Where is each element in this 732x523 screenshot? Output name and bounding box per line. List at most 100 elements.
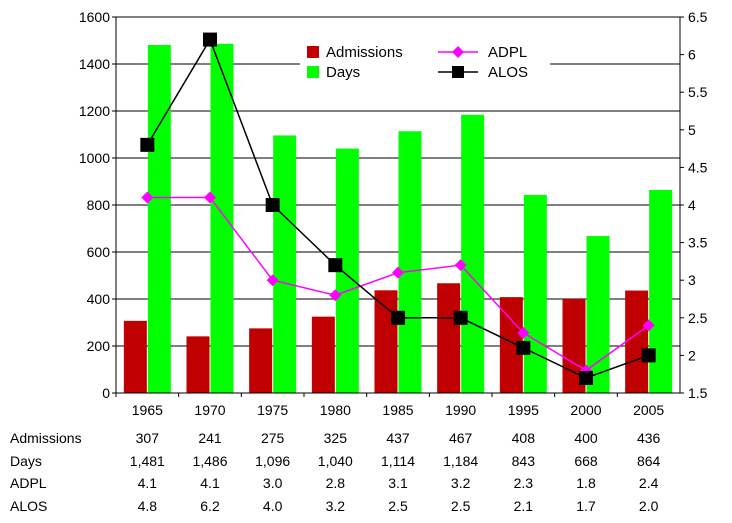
bar-days	[273, 135, 297, 393]
left-tick-label: 0	[102, 385, 110, 401]
table-row-label: ADPL	[10, 475, 47, 491]
table-cell: 6.2	[200, 498, 220, 514]
point-alos	[265, 198, 280, 212]
bar-admissions	[186, 336, 210, 393]
table-cell: 1,096	[255, 453, 291, 469]
right-tick-label: 2.5	[688, 310, 708, 326]
left-tick-label: 1000	[79, 150, 110, 166]
x-tick-label: 1980	[320, 402, 351, 418]
point-adpl	[266, 274, 279, 287]
right-tick-label: 3	[688, 272, 696, 288]
chart: 0 200 400 600 800 1000 1200 1400 1600 1.5 2 2.5 3 3.5…	[79, 9, 708, 418]
left-tick-label: 1600	[79, 9, 110, 25]
table-row-label: Admissions	[10, 430, 82, 446]
point-adpl	[329, 289, 342, 302]
table-cell: 408	[511, 430, 535, 446]
legend-label-days: Days	[326, 64, 360, 81]
right-tick-label: 6.5	[688, 9, 708, 25]
legend-marker-adpl	[452, 46, 464, 58]
legend-box	[300, 40, 550, 92]
point-alos	[203, 32, 217, 47]
left-tick-label: 200	[87, 338, 111, 354]
table-cell: 1,114	[381, 453, 415, 469]
bar-admissions	[625, 290, 649, 393]
table-cell: 3.2	[450, 475, 471, 491]
bars	[123, 43, 673, 394]
table-cell: 325	[323, 430, 347, 446]
table-cell: 864	[636, 453, 661, 469]
legend-label-adpl: ADPL	[488, 44, 527, 61]
right-tick-label: 3.5	[688, 235, 708, 251]
table-row: Admissions 307 241 275 325 437 467 408 400 436	[0, 430, 732, 450]
bar-days	[147, 44, 171, 394]
x-tick-label: 2005	[633, 402, 664, 418]
bar-days	[461, 114, 485, 393]
gridlines	[116, 16, 680, 394]
table-cell: 2.5	[450, 498, 471, 514]
left-tick-label: 800	[87, 197, 111, 213]
point-adpl	[141, 191, 154, 204]
table-cell: 437	[386, 430, 410, 446]
left-tick-label: 600	[87, 244, 111, 260]
table-cell: 1,486	[192, 453, 228, 469]
left-tick-label: 1400	[79, 56, 110, 72]
x-tick-label: 2000	[570, 402, 601, 418]
table-cell: 307	[135, 430, 159, 446]
table-cell: 4.8	[137, 498, 158, 514]
bar-days	[586, 236, 610, 393]
point-alos	[516, 340, 531, 355]
table-cell: 2.4	[638, 475, 659, 491]
point-adpl	[392, 266, 404, 279]
table-row: ALOS 4.8 6.2 4.0 3.2 2.5 2.5 2.1 1.7 2.0	[0, 498, 732, 518]
table-cell: 2.1	[513, 498, 534, 514]
table-row-label: Days	[10, 453, 42, 469]
table-cell: 1.8	[576, 475, 596, 491]
table-cell: 4.1	[137, 475, 158, 491]
right-tick-label: 5.5	[688, 84, 708, 100]
table-cell: 2.3	[513, 475, 534, 491]
bar-admissions	[123, 320, 147, 393]
bar-admissions	[249, 328, 273, 393]
bar-admissions	[499, 297, 523, 393]
table-cell: 1,040	[317, 453, 353, 469]
x-tick-label: 1965	[132, 402, 163, 418]
right-tick-label: 1.5	[688, 385, 708, 401]
table-cell: 241	[198, 430, 222, 446]
table-cell: 467	[448, 430, 473, 446]
table-cell: 3.2	[325, 498, 346, 514]
left-tick-label: 400	[87, 291, 111, 307]
legend-label-alos: ALOS	[488, 64, 528, 81]
point-alos	[641, 348, 656, 363]
table-cell: 1,184	[443, 453, 479, 469]
legend-swatch-days	[307, 66, 319, 78]
bar-days	[398, 131, 422, 393]
x-tick-label: 1970	[194, 402, 225, 418]
point-alos	[328, 258, 343, 273]
x-tick-label: 1975	[257, 402, 288, 418]
data-table: Admissions 307 241 275 325 437 467 408 400 436 Day…	[0, 428, 732, 523]
table-cell: 843	[511, 453, 535, 469]
table-row: ADPL 4.1 4.1 3.0 2.8 3.1 3.2 2.3 1.8 2.4	[0, 475, 732, 495]
bar-days	[523, 194, 547, 393]
bar-admissions	[437, 283, 461, 393]
bar-admissions	[374, 290, 398, 393]
right-tick-label: 5	[688, 122, 696, 138]
table-cell: 4.0	[262, 498, 283, 514]
table-cell: 3.0	[262, 475, 283, 491]
table-cell: 1,481	[129, 453, 165, 469]
series-lines	[140, 32, 656, 385]
right-tick-label: 6	[688, 47, 696, 63]
x-tick-label: 1995	[508, 402, 539, 418]
point-adpl	[642, 319, 655, 332]
right-tick-label: 4.5	[688, 159, 708, 175]
table-cell: 668	[574, 453, 598, 469]
bar-days	[649, 189, 673, 393]
legend: Admissions Days ADPL ALOS	[300, 40, 550, 92]
table-cell: 2.8	[325, 475, 346, 491]
table-cell: 436	[636, 430, 661, 446]
point-alos	[453, 310, 468, 325]
table-cell: 1.7	[576, 498, 596, 514]
bar-days	[335, 148, 359, 393]
legend-label-admissions: Admissions	[326, 44, 403, 61]
bar-admissions	[311, 316, 335, 393]
